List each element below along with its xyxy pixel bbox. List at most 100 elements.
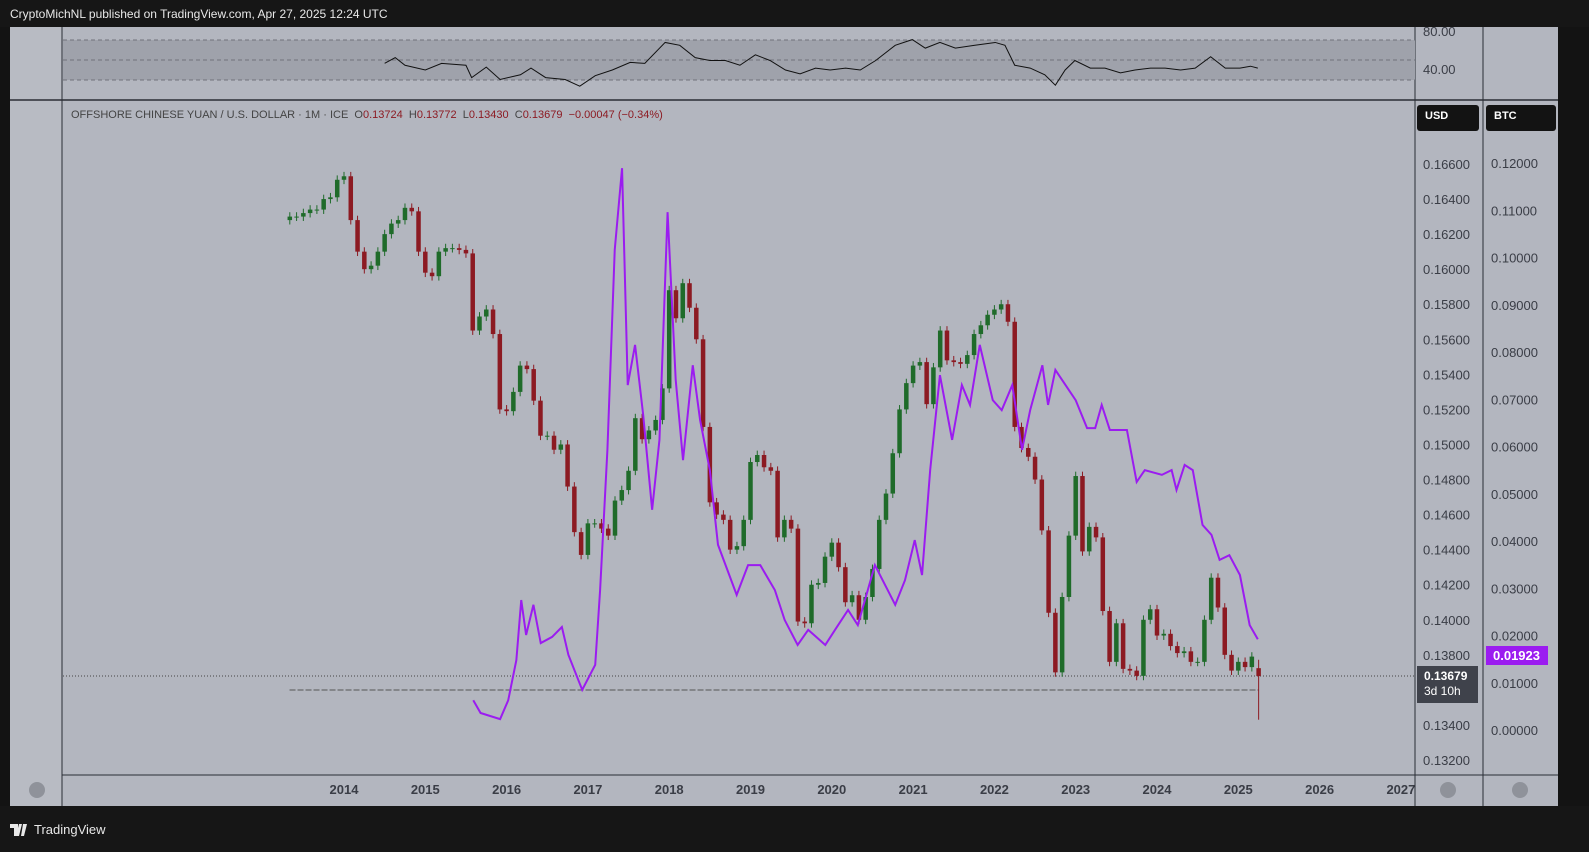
candle (924, 357, 929, 409)
candle-body (463, 249, 469, 254)
candle-body (931, 367, 936, 405)
candle-body (429, 272, 435, 277)
candle (958, 357, 963, 369)
low-label: L (462, 109, 469, 121)
tradingview-logo-icon (10, 823, 27, 836)
candle (1222, 603, 1227, 660)
candle (409, 203, 414, 216)
candle-body (856, 595, 862, 620)
candle-body (971, 334, 977, 356)
candle (626, 466, 631, 495)
candle-body (416, 211, 421, 252)
candle-body (1256, 668, 1261, 677)
candle (605, 524, 611, 541)
price-tick-label: 0.16200 (1423, 227, 1470, 242)
candle-body (1039, 479, 1045, 531)
candle-body (978, 325, 984, 335)
candle-body (748, 462, 753, 520)
candle-body (761, 454, 767, 468)
candle (985, 310, 990, 330)
candle-body (666, 290, 672, 389)
time-tick-label: 2016 (492, 782, 521, 797)
symbol-name[interactable]: OFFSHORE CHINESE YUAN / U.S. DOLLAR · 1M… (71, 109, 349, 121)
price-tick-label: 0.13800 (1423, 648, 1470, 663)
settings-circle-button[interactable] (1512, 782, 1528, 798)
candle (389, 219, 394, 239)
candle-body (294, 216, 299, 218)
candle-body (714, 502, 719, 515)
candle (517, 361, 523, 397)
candle-body (822, 556, 828, 583)
candle (680, 278, 685, 323)
time-tick-label: 2015 (411, 782, 440, 797)
candle (551, 431, 557, 455)
usd-scale-label[interactable]: USD (1417, 105, 1479, 131)
candle-body (368, 265, 374, 270)
candle (1080, 471, 1085, 556)
candle-body (721, 514, 726, 520)
price-tick-label: 0.15000 (1423, 437, 1470, 452)
candle (375, 247, 381, 271)
time-tick-label: 2019 (736, 782, 765, 797)
candle (592, 518, 597, 528)
candle-body (1141, 619, 1146, 676)
candle (362, 247, 367, 274)
last-price-tag: 0.13679 3d 10h (1417, 666, 1478, 703)
price-tick-label: 0.13200 (1423, 753, 1470, 768)
candle-body (375, 251, 381, 266)
candle (456, 243, 462, 255)
candle (545, 431, 550, 441)
candle (402, 203, 408, 225)
time-tick-label: 2025 (1224, 782, 1253, 797)
btc-scale-label[interactable]: BTC (1486, 105, 1556, 131)
candle (334, 175, 340, 202)
settings-circle-button[interactable] (29, 782, 45, 798)
candle (768, 462, 774, 476)
high-label: H (408, 109, 417, 121)
candle (1229, 650, 1234, 675)
candle (843, 562, 848, 607)
candle (463, 245, 469, 258)
price-tick-label: 0.16600 (1423, 157, 1470, 172)
candle-body (423, 251, 428, 273)
candle (1161, 629, 1167, 640)
candle (904, 378, 909, 414)
candle-body (1019, 426, 1024, 448)
candle-body (558, 444, 564, 450)
candle-body (612, 500, 618, 536)
candle-body (348, 176, 354, 221)
chart-frame[interactable]: 80.00 40.00 0.16600 0.16400 0.16200 0.16000 0.… (10, 27, 1558, 806)
candle (484, 305, 489, 321)
candle-body (944, 330, 950, 361)
change-value: −0.00047 (−0.34%) (568, 109, 663, 121)
candle-body (958, 362, 963, 364)
candle (1256, 659, 1261, 720)
candle-body (843, 567, 848, 603)
candle-body (1181, 651, 1187, 654)
candle-body (1188, 651, 1194, 662)
candle (951, 355, 956, 367)
price-tick-label: 0.14400 (1423, 543, 1470, 558)
candle (511, 387, 516, 416)
candle-body (937, 330, 943, 368)
tradingview-logo[interactable]: TradingView (10, 822, 106, 837)
candle-body (355, 220, 360, 252)
candle (1005, 299, 1011, 327)
candle (816, 578, 821, 590)
candle (1066, 531, 1072, 602)
last-price-value: 0.13679 (1424, 669, 1468, 683)
left-toolbar-strip (10, 27, 62, 806)
candle-body (829, 542, 835, 557)
candle (612, 496, 618, 541)
candle (741, 515, 746, 551)
chart-canvas[interactable]: 80.00 40.00 0.16600 0.16400 0.16200 0.16000 0.… (10, 27, 1558, 806)
candle (782, 515, 787, 542)
settings-circle-button[interactable] (1440, 782, 1456, 798)
candle-body (1229, 654, 1234, 671)
candle-body (307, 209, 313, 214)
candle (998, 299, 1004, 314)
candle (700, 334, 706, 432)
candle-body (836, 542, 841, 568)
candle-body (1120, 623, 1126, 669)
candle (368, 261, 374, 274)
